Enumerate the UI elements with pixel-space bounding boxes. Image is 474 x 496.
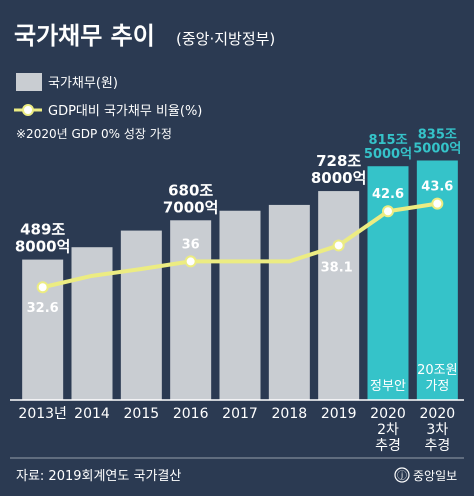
logo-mark-glyph: ⓙ <box>397 470 407 482</box>
ratio-point-0 <box>36 281 49 294</box>
ratio-line <box>40 201 440 290</box>
x-tick-label-4-0: 2017 <box>222 406 258 422</box>
ratio-point-3 <box>184 255 197 268</box>
source-note: 자료: 2019회계연도 국가결산 <box>16 469 181 484</box>
ratio-point-label-7: 42.6 <box>372 187 404 202</box>
bar-4 <box>219 210 261 400</box>
ratio-point-label-0: 32.6 <box>27 301 59 316</box>
x-tick-label-1-0: 2014 <box>74 406 110 422</box>
ratio-point-label-3: 36 <box>182 237 200 252</box>
legend-bar-label: 국가채무(원) <box>48 76 118 91</box>
bar-6 <box>318 191 360 400</box>
bar-value-label-0-1: 8000억 <box>15 238 71 256</box>
logo-mark-icon <box>394 467 410 483</box>
legend-line-label: GDP대비 국가채무 비율(%) <box>48 104 202 119</box>
bar-value-label-3-0: 680조 <box>168 181 213 199</box>
chart-title: 국가채무 추이 <box>14 22 155 50</box>
bar-inner-label-8-0: 20조원 <box>417 363 457 378</box>
x-tick-label-7-1: 2차 <box>377 422 399 438</box>
bar-inner-label-7-0: 정부안 <box>370 379 406 394</box>
ratio-line-group: 32.6 36 38.1 42.6 43.6 <box>27 180 454 317</box>
bar-inner-label-8-1: 가정 <box>425 379 449 394</box>
x-tick-label-6-0: 2019 <box>321 406 357 422</box>
x-tick-label-5-0: 2018 <box>272 406 308 422</box>
x-tick-label-3-0: 2016 <box>173 406 209 422</box>
x-tick-label-8-1: 3차 <box>426 422 448 438</box>
bar-0 <box>22 259 64 400</box>
bar-value-label-3-1: 7000억 <box>163 198 219 216</box>
x-tick-label-8-0: 2020 <box>420 406 456 422</box>
bar-value-label-0-0: 489조 <box>20 221 65 239</box>
bar-7 <box>367 166 409 400</box>
legend-line-marker <box>22 104 34 116</box>
x-tick-labels-group: 2013년 2014 2015 2016 2017 2018 2019 20202차추경202… <box>18 406 455 454</box>
bar-value-label-6-0: 728조 <box>316 152 361 170</box>
publisher-logo: 중앙일보 <box>413 469 457 483</box>
bar-value-label-6-1: 8000억 <box>311 169 367 187</box>
x-tick-label-2-0: 2015 <box>124 406 160 422</box>
x-tick-label-8-2: 추경 <box>424 438 450 454</box>
bars-group <box>22 160 458 400</box>
bar-5 <box>268 204 310 400</box>
ratio-point-6 <box>332 239 345 252</box>
bar-2 <box>120 230 162 400</box>
bar-3 <box>170 220 212 400</box>
bar-value-label-8-1: 5000억 <box>413 141 461 156</box>
ratio-point-7 <box>382 205 394 218</box>
x-tick-label-7-0: 2020 <box>370 406 406 422</box>
x-tick-label-7-2: 추경 <box>375 438 401 454</box>
chart-subtitle: (중앙·지방정부) <box>176 30 275 48</box>
ratio-point-label-6: 38.1 <box>321 260 353 275</box>
bar-labels-group: 489조8000억680조7000억728조8000억815조5000억835조… <box>15 127 462 255</box>
bar-value-label-7-0: 815조 <box>368 133 407 148</box>
ratio-point-8 <box>431 197 444 210</box>
x-tick-label-0-0: 2013년 <box>18 406 67 422</box>
bar-value-label-7-1: 5000억 <box>364 147 412 162</box>
bar-1 <box>71 247 113 400</box>
bar-value-label-8-0: 835조 <box>418 127 457 142</box>
legend-note: ※2020년 GDP 0% 성장 가정 <box>16 127 172 141</box>
ratio-point-label-8: 43.6 <box>421 180 453 195</box>
legend-bar-swatch <box>16 73 42 91</box>
